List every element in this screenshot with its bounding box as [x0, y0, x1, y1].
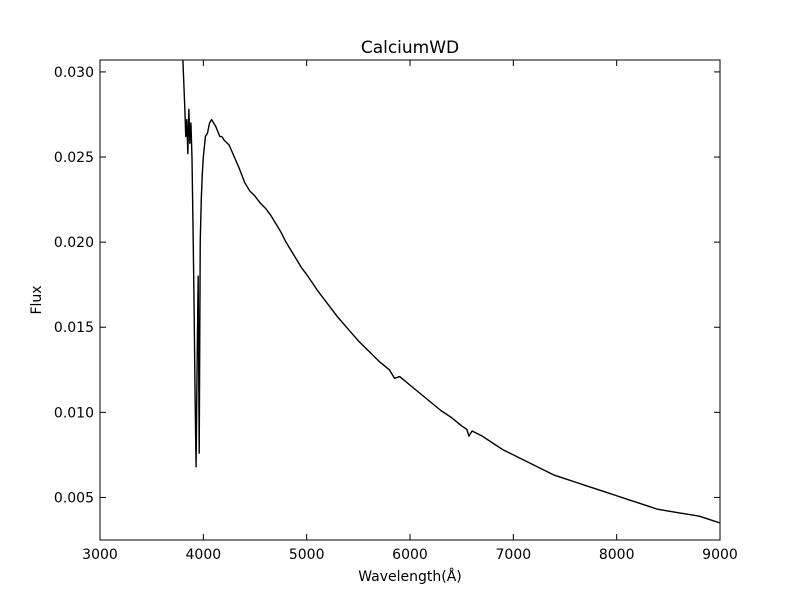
x-tick-label: 6000	[392, 547, 428, 563]
x-tick-label: 8000	[599, 547, 635, 563]
x-tick-label: 4000	[186, 547, 222, 563]
y-axis: 0.005 0.010 0.015 0.020 0.025 0.030	[54, 65, 720, 506]
series-line-0	[182, 60, 720, 524]
x-tick-label: 7000	[496, 547, 532, 563]
x-tick-label: 3000	[82, 547, 118, 563]
y-tick-label: 0.005	[54, 490, 94, 506]
plot-frame	[99, 59, 721, 541]
x-tick-label: 5000	[289, 547, 325, 563]
y-axis-title: Flux	[29, 285, 45, 314]
x-axis: 3000 4000 5000 6000 7000 8000 9000	[82, 60, 738, 563]
y-tick-label: 0.015	[54, 320, 94, 336]
y-tick-label: 0.025	[54, 150, 94, 166]
y-tick-label: 0.030	[54, 65, 94, 81]
y-tick-label: 0.020	[54, 235, 94, 251]
y-tick-label: 0.010	[54, 405, 94, 421]
x-axis-title: Wavelength(Å)	[358, 568, 462, 585]
x-tick-label: 9000	[702, 547, 738, 563]
plot-area	[182, 60, 720, 524]
chart-title: CalciumWD	[361, 38, 459, 58]
